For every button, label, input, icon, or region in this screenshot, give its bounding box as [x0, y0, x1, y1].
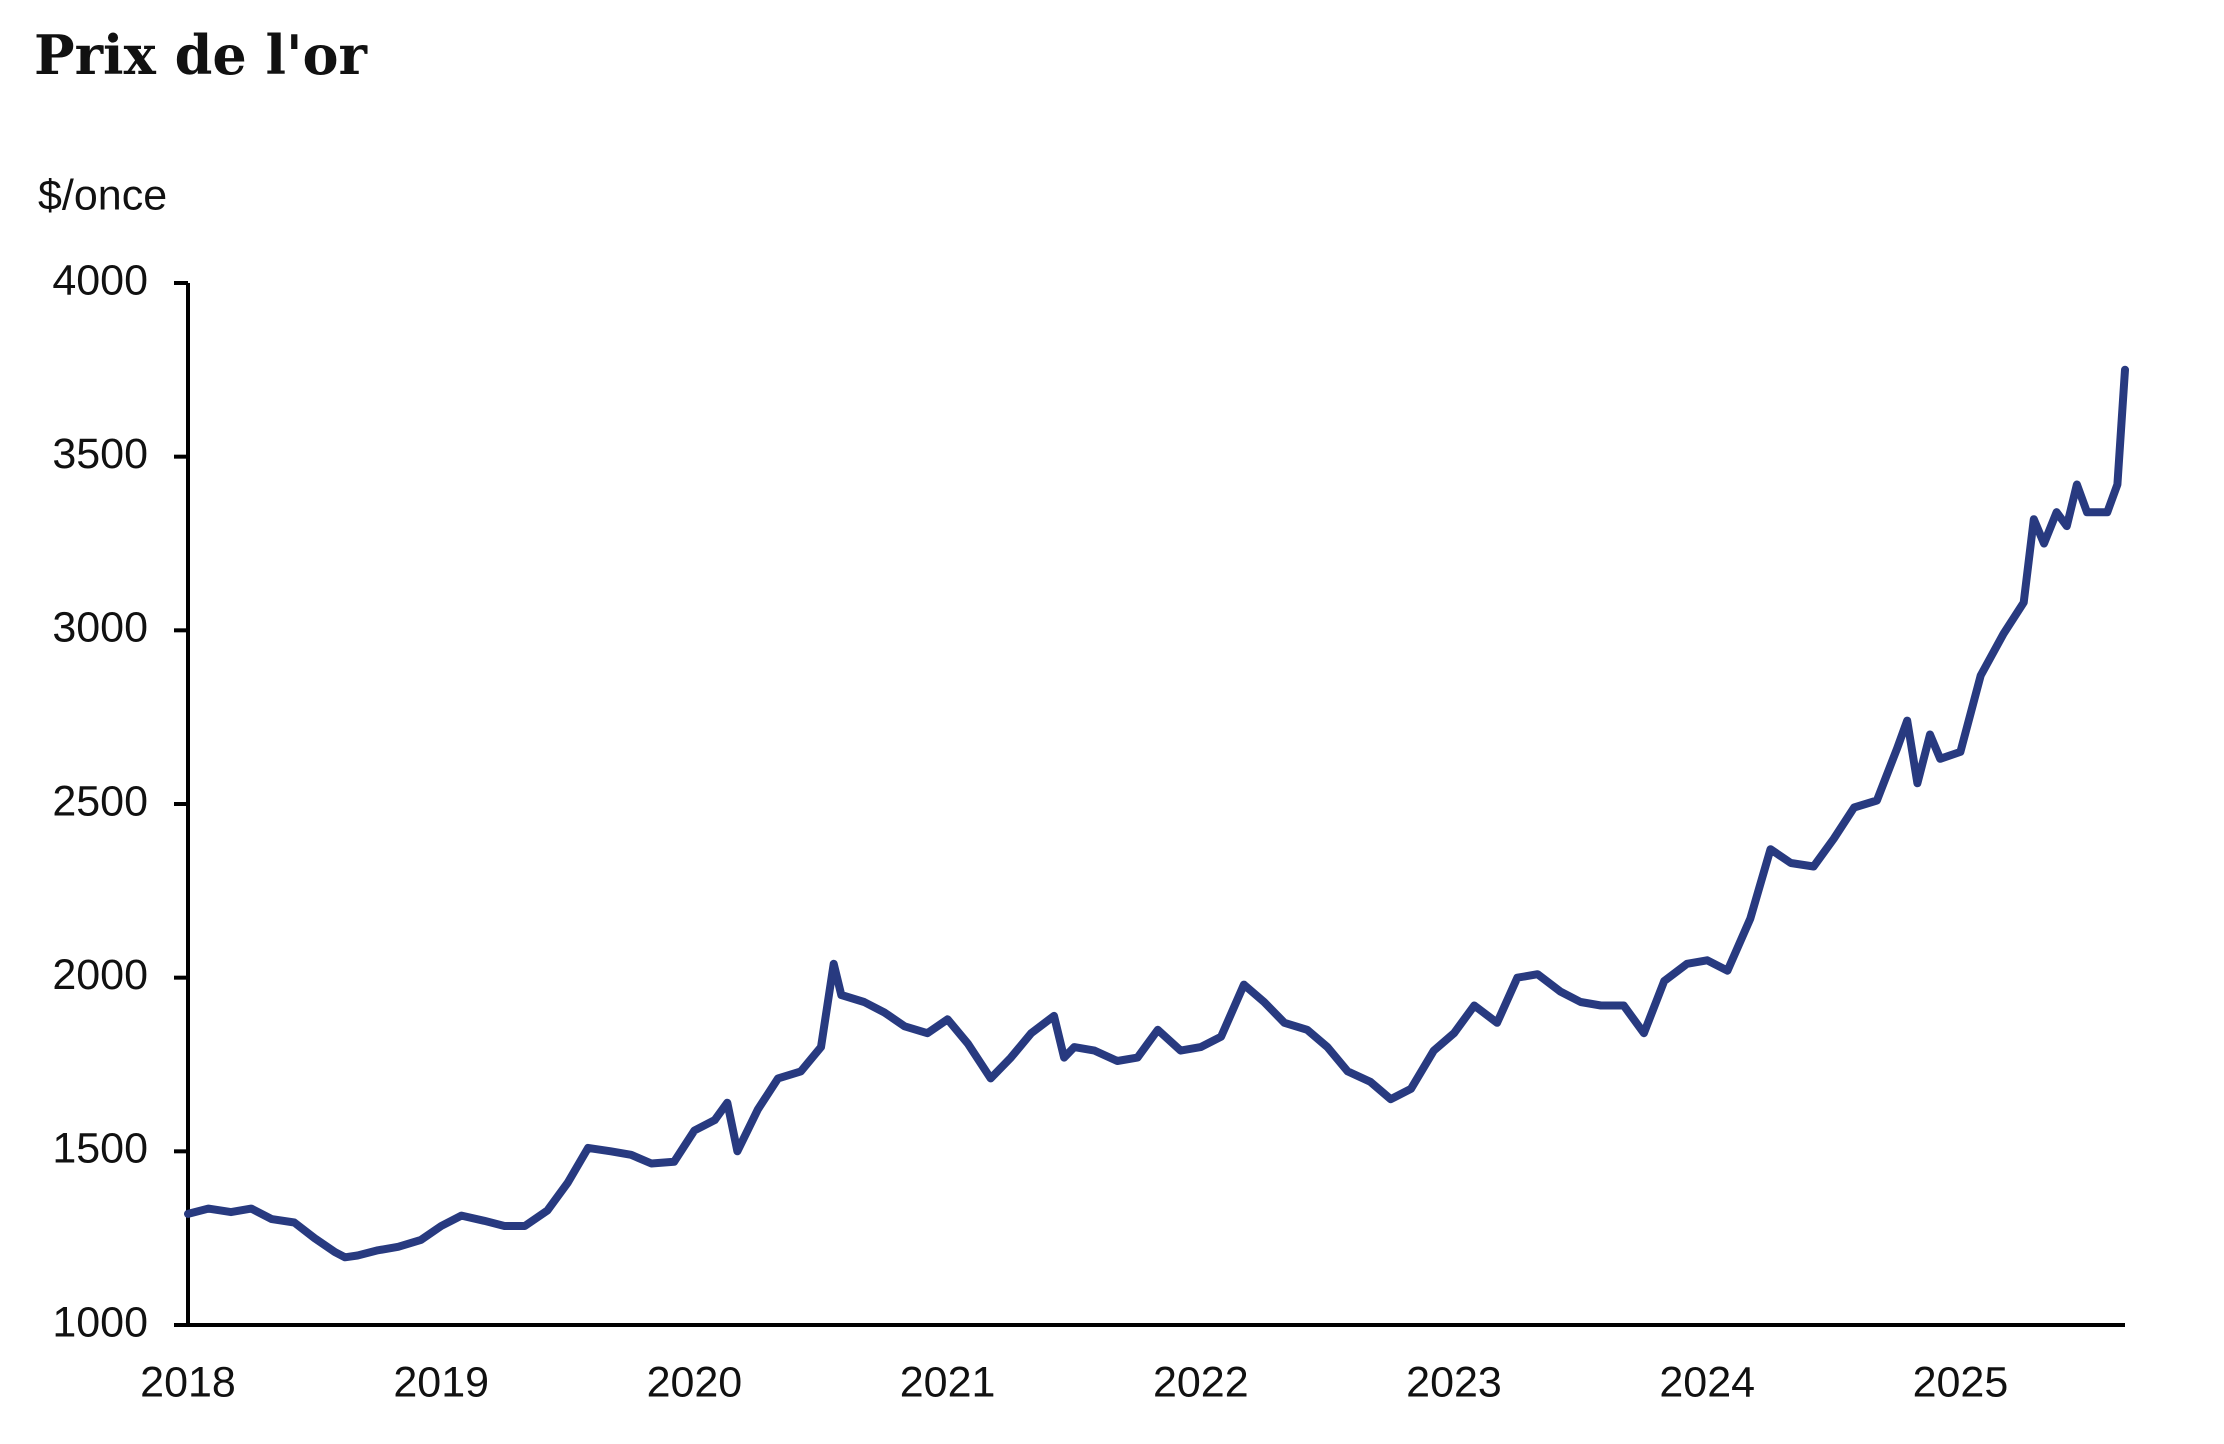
y-tick-label: 2000	[52, 951, 148, 999]
y-tick-label: 3000	[52, 604, 148, 652]
y-tick-label: 3500	[52, 430, 148, 478]
y-tick-label: 4000	[52, 256, 148, 304]
x-tick-label: 2024	[1659, 1358, 1755, 1406]
x-tick-label: 2022	[1153, 1358, 1249, 1406]
x-tick-label: 2020	[647, 1358, 743, 1406]
y-tick-label: 1000	[52, 1298, 148, 1346]
x-tick-label: 2025	[1913, 1358, 2009, 1406]
y-tick-label: 2500	[52, 777, 148, 825]
y-axis-label: $/once	[38, 171, 167, 219]
price-line	[184, 365, 2129, 1262]
x-tick-label: 2021	[900, 1358, 996, 1406]
x-tick-label: 2019	[393, 1358, 489, 1406]
x-tick-label: 2018	[140, 1358, 236, 1406]
y-tick-label: 1500	[52, 1125, 148, 1173]
chart-title: Prix de l'or	[34, 23, 368, 87]
x-tick-label: 2023	[1406, 1358, 1502, 1406]
